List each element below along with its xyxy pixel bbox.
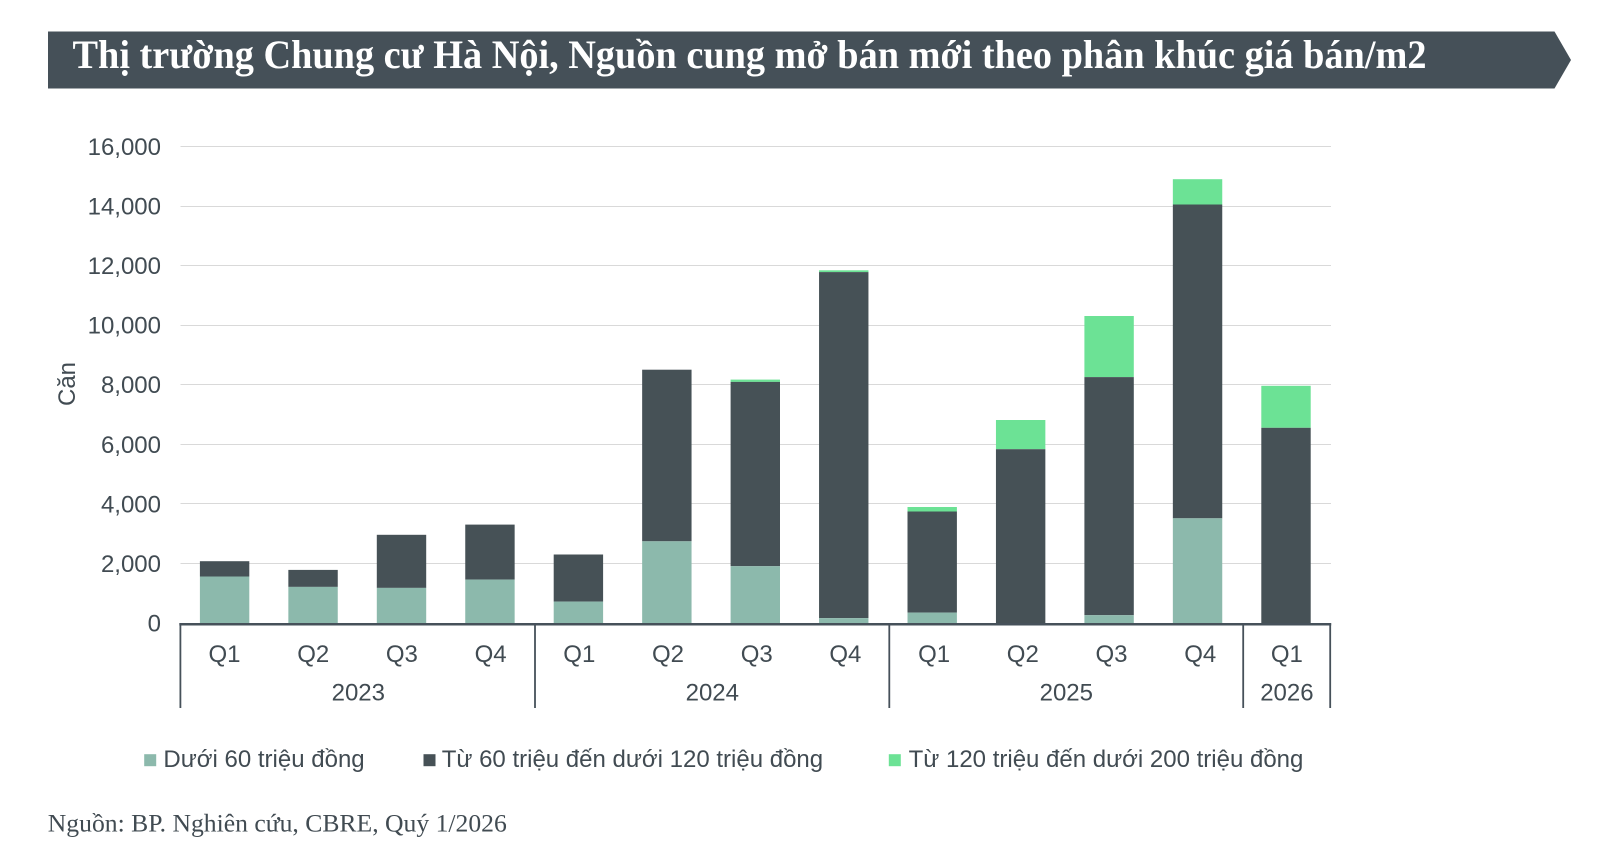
svg-text:10,000: 10,000 [88,313,161,340]
svg-text:Q4: Q4 [1184,641,1216,668]
svg-text:14,000: 14,000 [88,194,161,221]
svg-text:0: 0 [148,611,161,638]
svg-text:Q3: Q3 [386,641,418,668]
svg-text:8,000: 8,000 [101,372,161,399]
svg-text:Q1: Q1 [208,641,240,668]
svg-text:12,000: 12,000 [88,253,161,280]
svg-text:6,000: 6,000 [101,432,161,459]
svg-text:Q2: Q2 [652,641,684,668]
svg-text:2025: 2025 [1040,680,1093,707]
svg-text:Thị trường Chung cư Hà Nội, Ng: Thị trường Chung cư Hà Nội, Nguồn cung m… [73,32,1427,77]
svg-text:Nguồn: BP. Nghiên cứu, CBRE, Q: Nguồn: BP. Nghiên cứu, CBRE, Quý 1/2026 [48,811,507,838]
svg-text:Q1: Q1 [563,641,595,668]
svg-text:4,000: 4,000 [101,491,161,518]
svg-text:2026: 2026 [1260,680,1313,707]
svg-text:Từ 60 triệu đến dưới 120 triệ: Từ 60 triệu đến dưới 120 triệu đồng [442,746,823,773]
svg-text:2024: 2024 [686,680,739,707]
svg-text:Q2: Q2 [1007,641,1039,668]
svg-text:Căn: Căn [54,362,81,406]
svg-text:Q3: Q3 [1095,641,1127,668]
svg-text:Từ 120 triệu đến dưới 200 triệ: Từ 120 triệu đến dưới 200 triệu đồng [909,746,1304,773]
svg-text:2023: 2023 [332,680,385,707]
svg-text:Q1: Q1 [1271,641,1303,668]
svg-text:Q1: Q1 [918,641,950,668]
svg-text:Q2: Q2 [297,641,329,668]
svg-text:Q4: Q4 [829,641,861,668]
svg-text:16,000: 16,000 [88,134,161,161]
svg-text:Q3: Q3 [741,641,773,668]
svg-text:2,000: 2,000 [101,551,161,578]
svg-text:Dưới 60 triệu đồng: Dưới 60 triệu đồng [163,746,364,773]
svg-text:Q4: Q4 [475,641,507,668]
